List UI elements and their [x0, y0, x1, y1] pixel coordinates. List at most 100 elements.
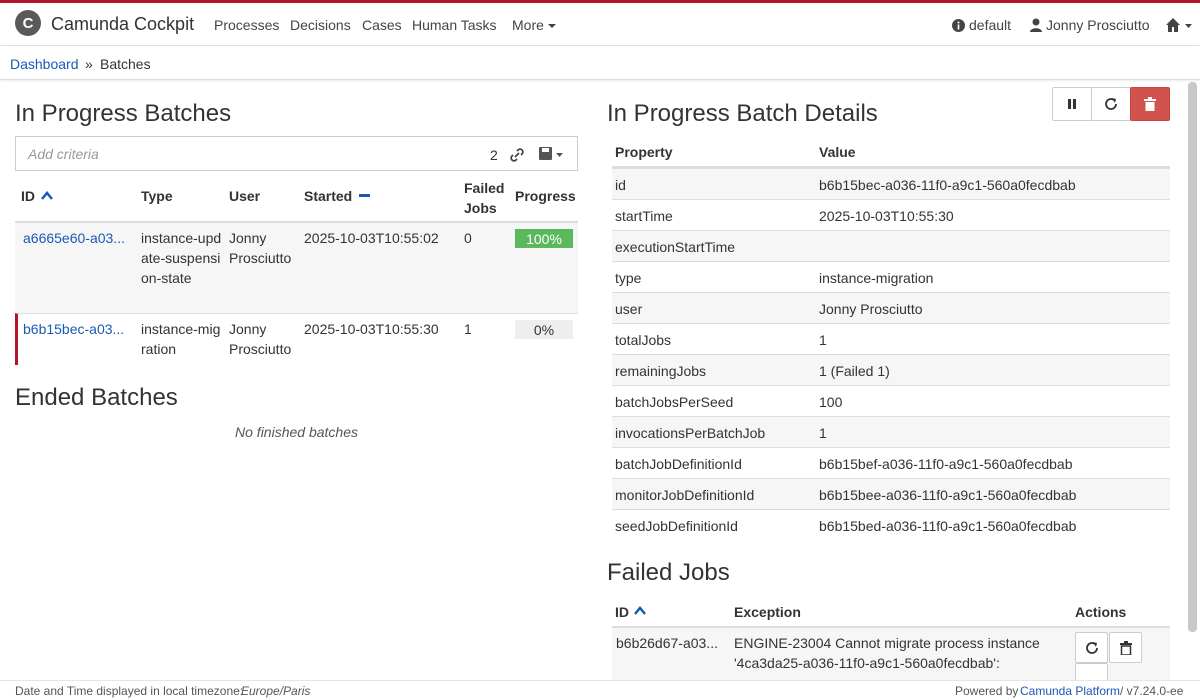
column-header[interactable]: Failed Jobs [464, 180, 505, 216]
header-rule [612, 626, 1170, 628]
delete-button[interactable] [1130, 87, 1170, 121]
detail-row: remainingJobs 1 (Failed 1) [612, 354, 1170, 385]
footer: Date and Time displayed in local timezon… [0, 680, 1200, 700]
engine-selector[interactable]: default [969, 17, 1012, 33]
property-value: b6b15bee-a036-11f0-a9c1-560a0fecdbab [819, 487, 1077, 503]
result-count: 2 [490, 147, 498, 163]
column-header: Actions [1075, 604, 1127, 620]
detail-row: invocationsPerBatchJob 1 [612, 416, 1170, 447]
table-row-selected[interactable] [15, 313, 578, 365]
table-row[interactable] [15, 223, 578, 313]
header-rule [612, 166, 1170, 168]
column-header: Value [819, 144, 856, 160]
suspend-button[interactable] [1052, 87, 1092, 121]
detail-row: monitorJobDefinitionId b6b15bee-a036-11f0… [612, 478, 1170, 509]
detail-row: startTime 2025-10-03T10:55:30 [612, 199, 1170, 230]
property-name: user [615, 301, 643, 317]
property-value: 1 [819, 332, 827, 348]
property-name: batchJobDefinitionId [615, 456, 742, 472]
progress-label: 100% [526, 231, 562, 247]
sort-asc[interactable] [634, 606, 646, 615]
powered-by: Powered by [955, 684, 1019, 698]
search-box[interactable]: Add criteria 2 [15, 136, 578, 171]
section-title: In Progress Batch Details [607, 100, 878, 127]
property-value: 1 [819, 425, 827, 441]
batch-type: instance-migration [141, 321, 221, 357]
detail-row: batchJobsPerSeed 100 [612, 385, 1170, 416]
column-header[interactable]: Type [141, 188, 173, 204]
property-value: Jonny Prosciutto [819, 301, 923, 317]
sort-asc[interactable] [41, 191, 53, 200]
progress-label: 0% [533, 322, 555, 338]
save-icon[interactable] [539, 147, 565, 161]
detail-row: batchJobDefinitionId b6b15bef-a036-11f0-a… [612, 447, 1170, 478]
brand[interactable]: Camunda Cockpit [51, 14, 195, 34]
info-icon [952, 19, 965, 32]
version: / v7.24.0-ee [1120, 684, 1184, 698]
scrollbar[interactable] [1188, 82, 1197, 632]
search-placeholder: Add criteria [28, 146, 99, 162]
retry-button[interactable] [1091, 87, 1131, 121]
property-name: startTime [615, 208, 673, 224]
batch-failed-jobs: 1 [464, 321, 472, 337]
property-value: 100 [819, 394, 843, 410]
nav-link[interactable]: Human Tasks [412, 17, 497, 33]
progress-track: 0% [515, 320, 573, 339]
property-value: instance-migration [819, 270, 934, 286]
sort-none[interactable] [359, 194, 370, 197]
progress-bar [515, 229, 573, 248]
breadcrumb-link[interactable]: Dashboard [10, 56, 79, 72]
property-value: b6b15bec-a036-11f0-a9c1-560a0fecdbab [819, 177, 1076, 193]
detail-row: executionStartTime [612, 230, 1170, 261]
timezone: Europe/Paris [241, 684, 311, 698]
timezone-label: Date and Time displayed in local timezon… [15, 684, 244, 698]
breadcrumb-current: Batches [100, 56, 151, 72]
batch-user: Jonny Prosciutto [229, 321, 292, 357]
property-name: invocationsPerBatchJob [615, 425, 766, 441]
nav-link[interactable]: Cases [362, 17, 402, 33]
column-header[interactable]: User [229, 188, 261, 204]
column-header: Exception [734, 604, 801, 620]
navbar: C Camunda Cockpit Processes Decisions Ca… [0, 0, 1200, 45]
section-title: Ended Batches [15, 384, 178, 411]
detail-row: totalJobs 1 [612, 323, 1170, 354]
batch-user: Jonny Prosciutto [229, 230, 292, 266]
section-title: Failed Jobs [607, 559, 730, 586]
detail-row: seedJobDefinitionId b6b15bed-a036-11f0-a9… [612, 509, 1170, 540]
property-value: 2025-10-03T10:55:30 [819, 208, 954, 224]
platform-link[interactable]: Camunda Platform [1020, 684, 1121, 698]
column-header[interactable]: Progress [515, 188, 576, 204]
column-header[interactable]: ID [21, 188, 35, 204]
property-name: batchJobsPerSeed [615, 394, 734, 410]
property-name: seedJobDefinitionId [615, 518, 738, 534]
column-header[interactable]: Started [304, 188, 353, 204]
delete-job-button[interactable] [1109, 632, 1142, 663]
progress-track: 100% [515, 229, 573, 248]
logo: C [15, 10, 41, 36]
nav-link[interactable]: Processes [214, 17, 280, 33]
caret [548, 24, 556, 28]
home-menu[interactable] [1166, 18, 1194, 32]
section-title: In Progress Batches [15, 100, 232, 127]
property-name: remainingJobs [615, 363, 707, 379]
batch-id[interactable]: b6b15bec-a03... [23, 321, 125, 337]
breadcrumb-separator: » [85, 56, 93, 72]
svg-text:C: C [23, 15, 34, 32]
property-name: executionStartTime [615, 239, 736, 255]
batch-id[interactable]: a6665e60-a03... [23, 230, 125, 246]
detail-row: id b6b15bec-a036-11f0-a9c1-560a0fecdbab [612, 168, 1170, 199]
nav-link[interactable]: Decisions [290, 17, 351, 33]
detail-row: user Jonny Prosciutto [612, 292, 1170, 323]
job-id: b6b26d67-a03... [616, 635, 718, 651]
nav-dropdown[interactable]: More [512, 17, 544, 33]
retry-job-button[interactable] [1075, 632, 1108, 663]
property-name: id [615, 177, 626, 193]
property-name: type [615, 270, 642, 286]
batch-started: 2025-10-03T10:55:02 [304, 230, 439, 246]
column-header[interactable]: ID [615, 604, 629, 620]
user-menu[interactable]: Jonny Prosciutto [1046, 17, 1150, 33]
property-name: monitorJobDefinitionId [615, 487, 755, 503]
property-value: b6b15bef-a036-11f0-a9c1-560a0fecdbab [819, 456, 1073, 472]
link-icon[interactable] [510, 148, 524, 162]
